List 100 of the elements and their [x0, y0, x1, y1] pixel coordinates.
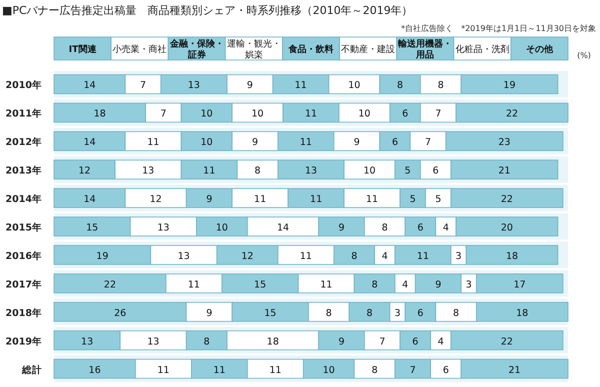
data-label: 11: [157, 364, 170, 376]
data-label: 9: [354, 137, 360, 148]
data-label: 8: [397, 80, 404, 92]
data-label: 10: [200, 108, 213, 120]
y-tick-label: 2016年: [6, 250, 42, 262]
data-label: 7: [379, 336, 386, 348]
data-label: 11: [304, 108, 318, 120]
data-label: 13: [178, 250, 190, 262]
data-label: 15: [264, 308, 276, 319]
data-label: 8: [372, 364, 378, 376]
data-label: 8: [351, 250, 358, 262]
data-label: 11: [269, 364, 282, 376]
data-label: 13: [147, 336, 160, 348]
data-label: 8: [382, 222, 388, 234]
data-label: 8: [453, 308, 460, 319]
y-tick-label: 2019年: [6, 335, 42, 348]
data-label: 7: [435, 108, 442, 120]
data-label: 10: [363, 166, 376, 177]
data-label: 14: [84, 194, 96, 206]
data-label: 17: [514, 279, 526, 290]
data-label: 8: [204, 336, 210, 348]
series-label: 金融・保険・証券: [168, 38, 224, 60]
data-label: 11: [254, 194, 266, 206]
y-tick-label: 2013年: [6, 164, 42, 177]
data-label: 7: [425, 137, 432, 148]
y-tick-label: 2015年: [6, 222, 42, 234]
data-label: 6: [417, 222, 424, 234]
data-label: 22: [500, 336, 513, 348]
data-label: 6: [417, 308, 424, 319]
data-label: 11: [203, 166, 216, 177]
data-label: 8: [326, 308, 332, 319]
data-label: 13: [157, 222, 170, 234]
text: *自社広告除く *2019年は1月1日～11月30日を対象: [401, 24, 596, 33]
data-label: 20: [500, 222, 513, 234]
data-label: 5: [435, 194, 442, 206]
data-label: 9: [246, 80, 253, 92]
data-label: 11: [300, 137, 312, 148]
data-label: 13: [304, 166, 318, 177]
data-label: 4: [438, 336, 444, 348]
text: (%): [577, 51, 591, 60]
data-label: 12: [78, 166, 91, 177]
data-label: 14: [276, 222, 290, 234]
data-label: 5: [410, 194, 416, 206]
data-label: 15: [86, 222, 98, 234]
series-label: 輸送用機器・用品: [397, 38, 452, 60]
data-label: 13: [188, 80, 200, 92]
data-label: 15: [254, 279, 266, 290]
data-label: 7: [410, 364, 416, 376]
data-label: 5: [404, 166, 411, 177]
data-label: 10: [252, 108, 264, 120]
data-label: 11: [416, 250, 430, 262]
y-tick-label: 2010年: [6, 79, 42, 92]
data-label: 8: [372, 279, 378, 290]
data-label: 6: [392, 137, 398, 148]
data-label: 6: [402, 108, 408, 120]
data-label: 6: [442, 364, 449, 376]
data-label: 9: [338, 222, 345, 234]
y-tick-label: 2017年: [6, 278, 42, 290]
data-label: 9: [206, 194, 212, 206]
data-label: 22: [104, 279, 116, 290]
data-label: 22: [506, 108, 518, 120]
data-label: 16: [88, 364, 101, 376]
data-label: 12: [241, 250, 254, 262]
data-label: 21: [498, 166, 510, 177]
y-tick-label: 2012年: [6, 136, 42, 148]
data-label: 9: [338, 336, 345, 348]
data-label: 10: [348, 80, 360, 92]
data-label: 10: [216, 222, 228, 234]
data-label: 9: [252, 137, 258, 148]
data-label: 10: [358, 108, 370, 120]
data-label: 6: [412, 336, 418, 348]
data-label: 4: [402, 279, 408, 290]
data-label: 12: [150, 194, 162, 206]
data-label: 6: [432, 166, 439, 177]
data-label: 9: [435, 279, 442, 290]
data-label: 11: [188, 279, 200, 290]
y-tick-label: 総計: [21, 364, 42, 376]
data-label: 7: [140, 80, 146, 92]
data-label: 13: [81, 336, 94, 348]
data-label: 19: [96, 250, 108, 262]
y-tick-label: 2014年: [6, 193, 42, 206]
series-label: 運輸・観光・娯楽: [226, 38, 281, 60]
data-label: 3: [456, 250, 462, 262]
data-label: 11: [300, 250, 312, 262]
data-label: 11: [310, 194, 322, 206]
data-label: 11: [147, 137, 160, 148]
data-label: 3: [466, 279, 472, 290]
data-label: 26: [114, 308, 126, 319]
data-label: 18: [266, 336, 279, 348]
data-label: 4: [442, 222, 449, 234]
data-label: 18: [506, 250, 518, 262]
data-label: 11: [213, 364, 226, 376]
data-label: 18: [94, 108, 106, 120]
data-label: 13: [142, 166, 154, 177]
data-label: 11: [294, 80, 307, 92]
y-tick-label: 2018年: [6, 306, 42, 319]
data-label: 10: [200, 137, 213, 148]
data-label: 8: [254, 166, 261, 177]
data-label: 8: [366, 308, 373, 319]
data-label: 14: [84, 80, 96, 92]
